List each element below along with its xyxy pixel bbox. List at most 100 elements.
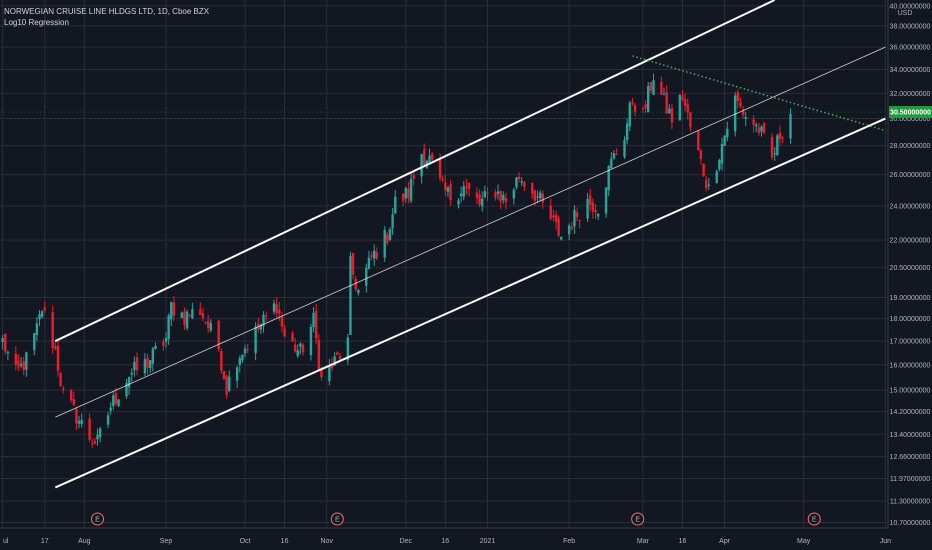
candle-body [19,363,23,366]
regression-channel [54,0,886,489]
candle-body [43,307,46,311]
candle-body [781,137,784,139]
candle-body [686,104,689,113]
candle-body [162,342,165,346]
candle-body [17,360,20,368]
candle-body [91,443,94,445]
candle-body [531,183,534,194]
candle-body [486,192,489,194]
candle-body [206,321,210,328]
candle-body [494,192,497,198]
candle-body [699,150,703,160]
price-tick-label: 10.70000000 [890,520,931,527]
candle-body [351,252,355,275]
price-tick-label: 15.00000000 [890,388,931,395]
time-tick-label: Oct [240,538,251,545]
candle-body [293,344,297,352]
candle-body [647,86,650,113]
candle-body [315,311,318,339]
candle-body [383,230,386,258]
candle-body [578,219,581,221]
candle-body [199,309,202,315]
candle-body [652,80,655,95]
candle-body [388,229,392,240]
symbol-title[interactable]: NORWEGIAN CRUISE LINE HLDGS LTD, 1D, Cbo… [4,7,210,16]
candle-body [554,214,558,222]
time-tick-label: 16 [441,538,449,545]
chart-legend: NORWEGIAN CRUISE LINE HLDGS LTD, 1D, Cbo… [4,6,209,28]
candle-body [272,303,276,312]
time-tick-label: 2021 [480,538,496,545]
candle-body [72,399,75,405]
earnings-icon [330,512,344,526]
candle-body [560,236,563,240]
indicator-label[interactable]: Log10 Regression [4,18,69,27]
candle-body [235,367,239,381]
current-price-label: 30.50000000 [890,110,931,117]
candle-body [246,348,249,350]
regression-midline [55,46,886,418]
candle-body [633,105,637,112]
candle-body [668,108,671,114]
earnings-label: E [335,517,340,524]
candle-body [1,337,4,342]
candle-body [538,192,542,199]
candle-body [317,339,321,370]
candle-body [523,182,526,187]
candle-body [386,234,389,243]
earnings-icon [807,512,821,526]
candle-body [665,92,668,114]
time-tick-label: Mar [637,538,650,545]
candle-body [760,126,763,132]
price-tick-label: 24.00000000 [890,203,931,210]
candle-body [718,159,721,170]
candle-body [499,191,502,202]
price-tick-label: 17.00000000 [890,339,931,346]
candle-body [428,155,431,163]
candle-body [591,202,595,212]
candle-body [201,313,205,318]
candle-body [6,351,10,353]
price-axis[interactable]: 10.70000000 11.30000000 11.97000000 12.6600… [890,3,931,527]
price-tick-label: 18.00000000 [890,316,931,323]
candle-body [441,178,444,181]
candle-body [328,366,331,382]
candle-body [146,357,149,368]
candle-body [533,190,537,201]
candle-body [280,316,284,327]
candle-body [683,99,687,106]
price-tick-label: 20.50000000 [890,265,931,272]
candle-body [409,178,413,201]
candle-body [475,192,479,199]
candle-body [412,175,415,179]
time-axis[interactable]: ul 17 Aug Sep Oct 16 Nov Dec 16 2021 Feb Mar 16 Apr Ma… [3,538,891,545]
candle-body [478,194,481,205]
candle-body [143,359,147,374]
candle-body [541,193,545,203]
candle-body [241,354,244,361]
candle-body [520,181,523,183]
candle-body [35,323,39,336]
candle-body [349,255,352,335]
candle-body [191,309,194,319]
currency-label: USD [898,10,913,17]
candle-body [33,333,36,351]
candle-body [481,198,484,207]
candle-body [80,419,83,425]
candle-body [430,153,434,160]
candle-body [180,312,184,318]
candle-body [552,215,555,218]
candle-body [336,352,339,355]
candle-body [575,212,579,218]
candle-body [446,187,450,192]
candle-body [354,278,357,289]
candle-body [483,191,487,197]
candle-body [459,193,463,197]
candle-body [135,357,139,371]
candle-body [357,289,360,293]
candle-body [62,388,65,390]
candle-body [333,356,336,366]
candle-body [299,343,302,347]
candlestick-series [1,73,792,448]
